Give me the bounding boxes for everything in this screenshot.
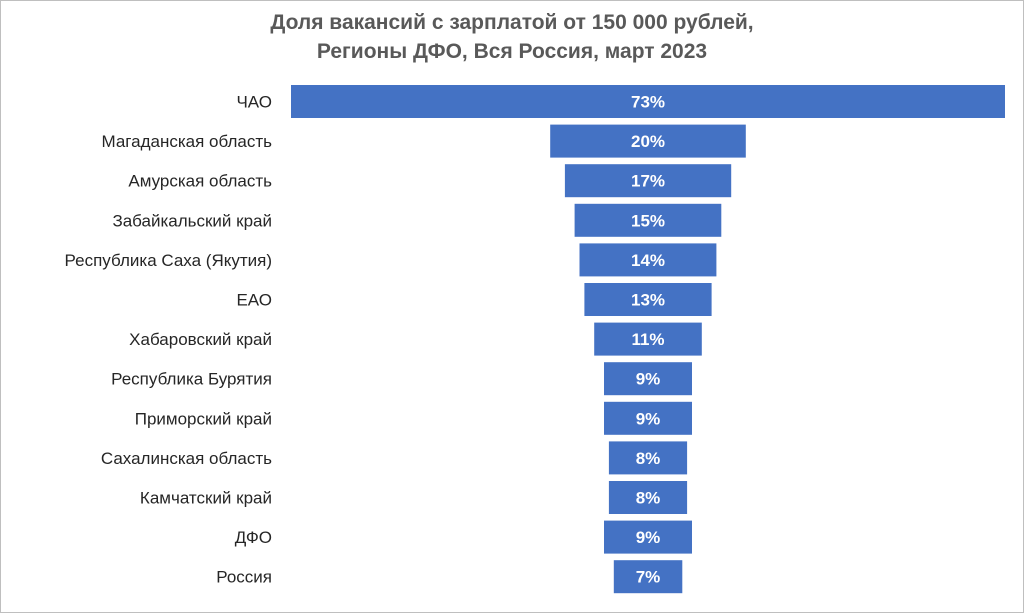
chart-title: Доля вакансий с зарплатой от 150 000 руб…: [0, 8, 1024, 66]
category-label-0: ЧАО: [236, 93, 272, 112]
bar-value-label-1: 20%: [631, 132, 665, 151]
category-label-9: Сахалинская область: [101, 449, 272, 468]
category-label-10: Камчатский край: [140, 489, 272, 508]
chart-title-line-2: Регионы ДФО, Вся Россия, март 2023: [316, 40, 708, 63]
bar-value-label-10: 8%: [636, 489, 661, 508]
bar-value-label-8: 9%: [636, 409, 661, 428]
bar-value-label-9: 8%: [636, 449, 661, 468]
bar-value-label-4: 14%: [631, 251, 665, 270]
bar-value-label-12: 7%: [636, 568, 661, 587]
bar-value-label-6: 11%: [631, 330, 664, 349]
bar-6: [594, 322, 702, 356]
category-label-11: ДФО: [235, 528, 272, 547]
category-label-4: Республика Саха (Якутия): [65, 251, 272, 270]
category-label-5: ЕАО: [236, 291, 272, 310]
category-label-7: Республика Бурятия: [111, 370, 272, 389]
bar-12: [613, 560, 683, 594]
bar-4: [579, 243, 717, 277]
category-label-1: Магаданская область: [102, 132, 273, 151]
bar-value-label-7: 9%: [636, 370, 661, 389]
bar-11: [604, 520, 692, 554]
bar-value-label-2: 17%: [631, 172, 665, 191]
bar-value-label-3: 15%: [631, 211, 665, 230]
category-label-12: Россия: [216, 568, 272, 587]
bar-value-label-0: 73%: [631, 93, 665, 112]
chart-title-line-1: Доля вакансий с зарплатой от 150 000 руб…: [270, 11, 754, 34]
bar-0: [291, 85, 1005, 118]
bar-2: [564, 164, 732, 198]
category-label-2: Амурская область: [128, 172, 272, 191]
category-label-6: Хабаровский край: [129, 330, 272, 349]
bar-value-label-5: 13%: [631, 291, 665, 310]
bar-8: [604, 401, 692, 435]
bar-value-label-11: 9%: [636, 528, 661, 547]
category-label-8: Приморский край: [135, 409, 272, 428]
bar-10: [608, 481, 688, 514]
bar-7: [604, 362, 692, 396]
bar-3: [574, 203, 722, 237]
bar-1: [550, 124, 746, 158]
bar-9: [608, 441, 688, 475]
category-label-3: Забайкальский край: [112, 211, 272, 230]
bar-5: [584, 283, 712, 316]
